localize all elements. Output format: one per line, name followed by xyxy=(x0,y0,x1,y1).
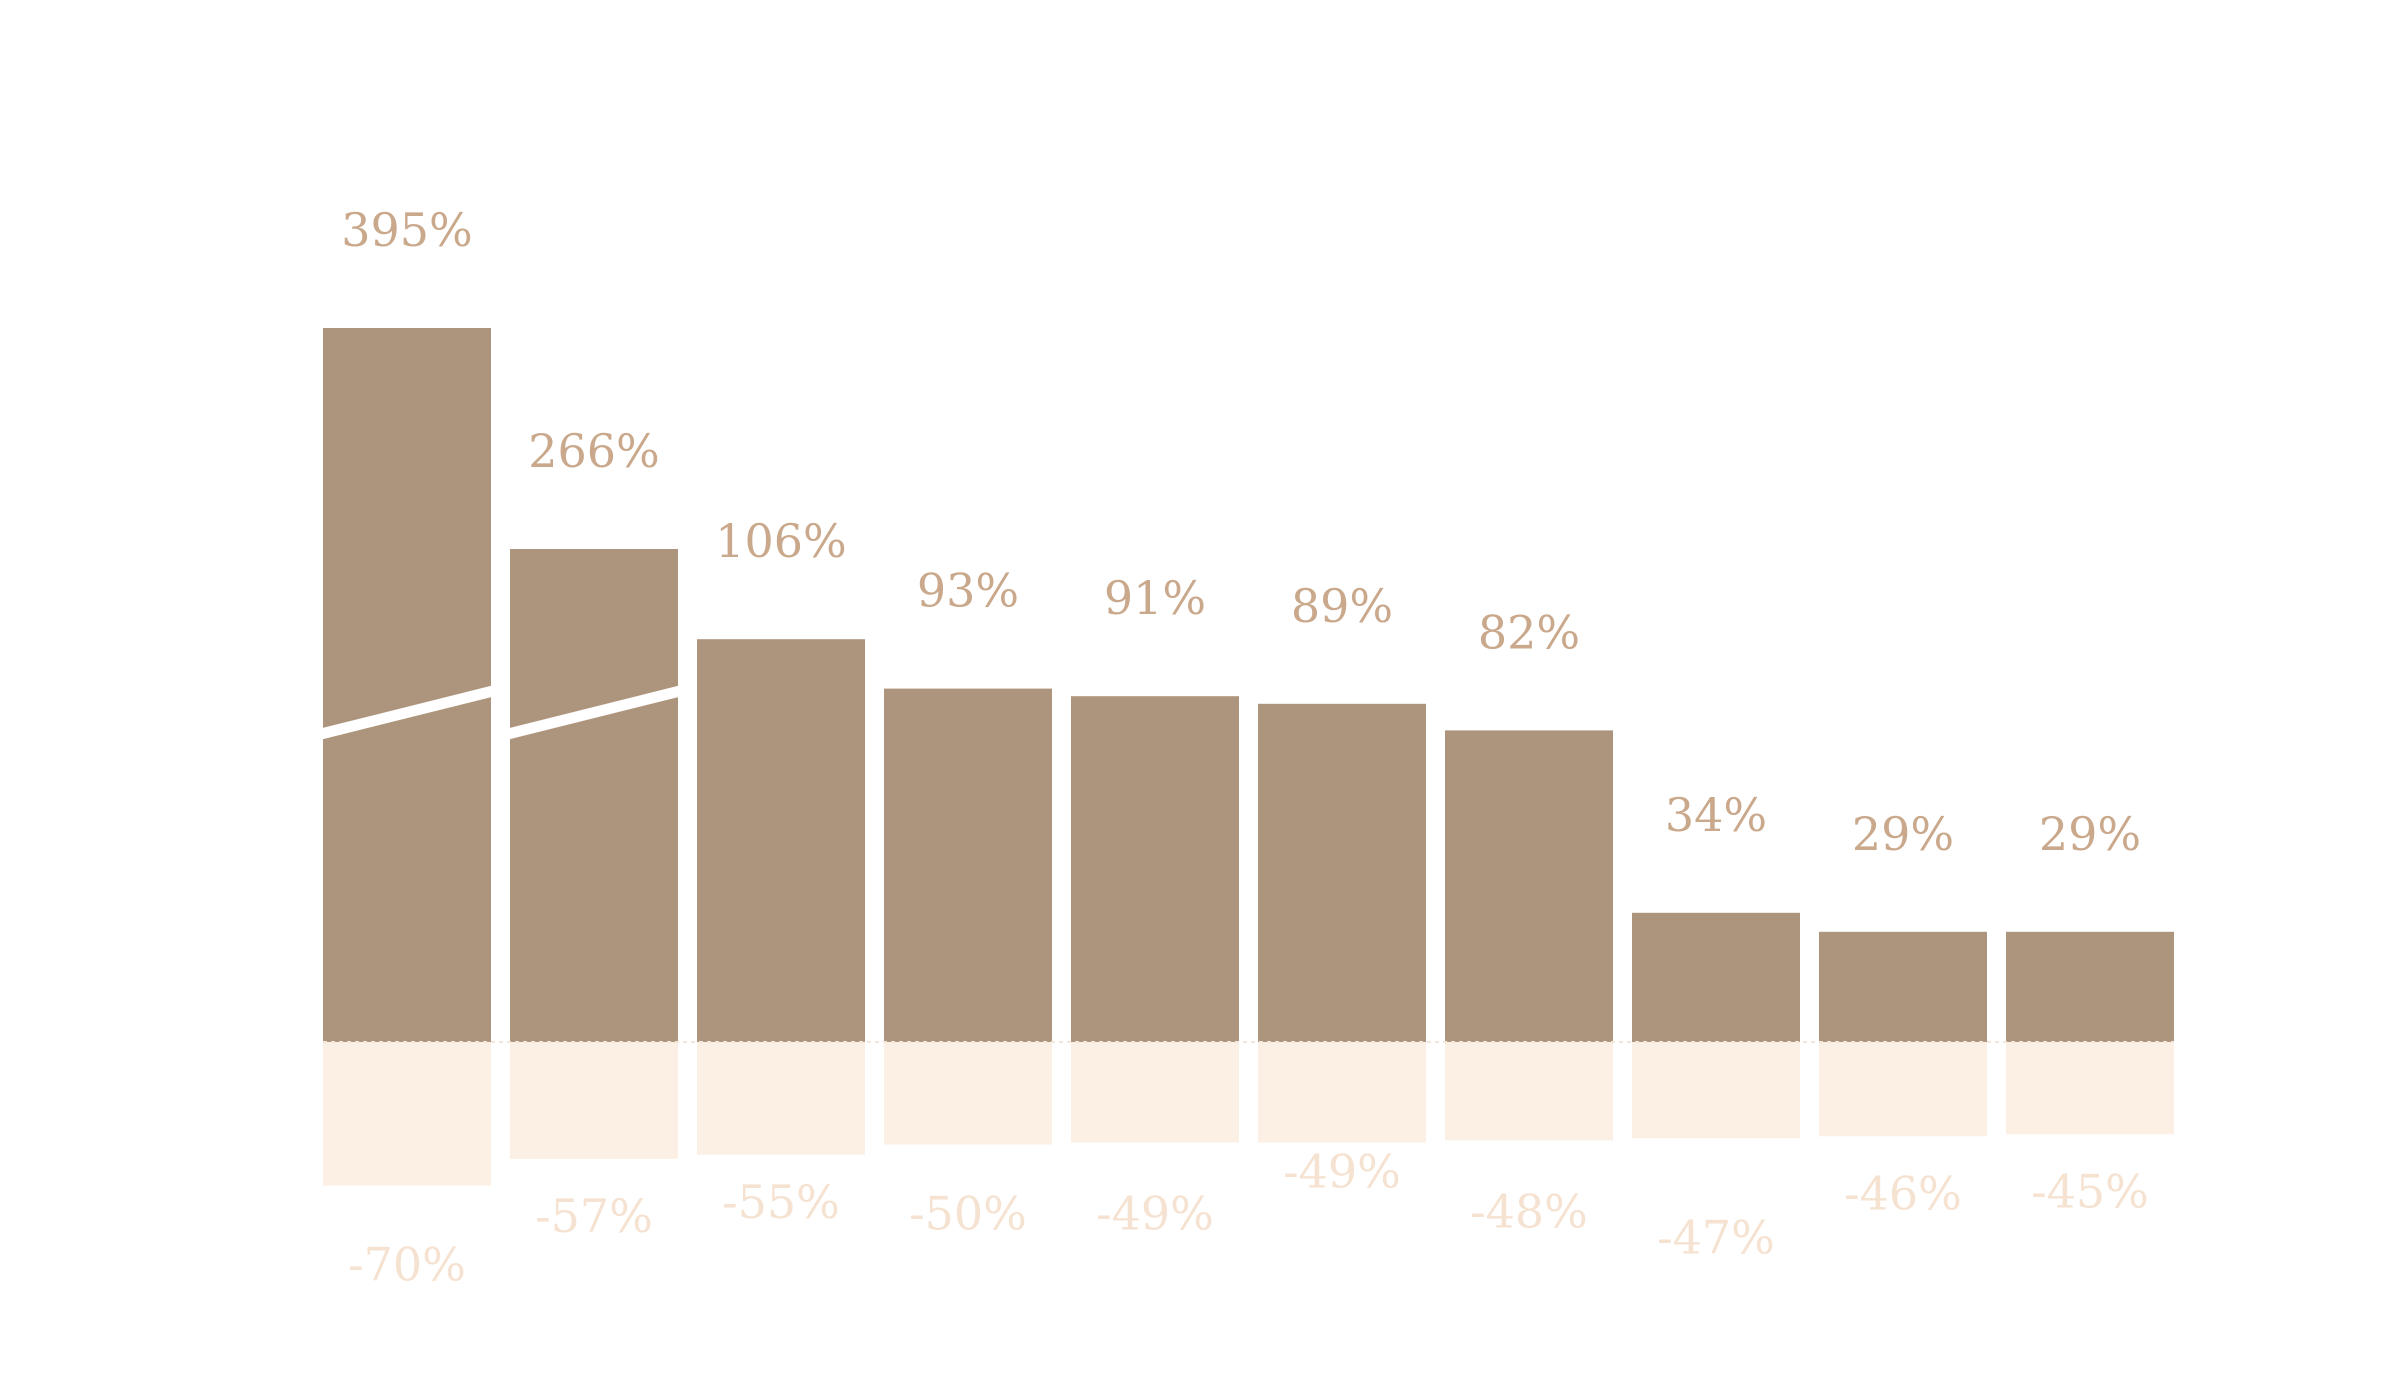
axis-break-mark xyxy=(315,684,499,741)
data-label-negative: -45% xyxy=(2031,1164,2149,1218)
bar-negative xyxy=(1819,1042,1987,1137)
data-label-positive: 91% xyxy=(1104,571,1206,625)
data-label-negative: -57% xyxy=(535,1189,653,1243)
bar-negative xyxy=(1071,1042,1239,1143)
bar-negative xyxy=(323,1042,491,1186)
data-label-positive: 89% xyxy=(1291,579,1393,633)
bar-positive xyxy=(323,328,491,1042)
axis-breaks xyxy=(315,684,686,741)
bar-positive xyxy=(1819,931,1987,1042)
bar-positive xyxy=(1258,703,1426,1042)
bar-negative xyxy=(884,1042,1052,1145)
data-label-negative: -48% xyxy=(1470,1184,1588,1238)
bar-negative xyxy=(1258,1042,1426,1143)
bar-negative xyxy=(1445,1042,1613,1141)
positive-labels: 395% 266% 106% 93% 91% 89% 82% 34% 29% 29% xyxy=(341,203,2141,861)
bar-negative xyxy=(1632,1042,1800,1139)
data-label-negative: -50% xyxy=(909,1187,1027,1241)
data-label-positive: 395% xyxy=(341,203,473,257)
bar-positive xyxy=(2006,931,2174,1042)
negative-labels: -70% -57% -55% -50% -49% -49% -48% -47% -46% -45% xyxy=(348,1144,2149,1291)
bar-positive xyxy=(510,549,678,1042)
bar-positive xyxy=(1071,696,1239,1042)
data-label-positive: 82% xyxy=(1478,605,1580,659)
bar-positive xyxy=(884,688,1052,1042)
data-label-negative: -49% xyxy=(1283,1144,1401,1198)
bar-positive xyxy=(697,639,865,1042)
data-label-negative: -55% xyxy=(722,1175,840,1229)
bar-negative xyxy=(697,1042,865,1155)
data-label-negative: -49% xyxy=(1096,1186,1214,1240)
data-label-negative: -70% xyxy=(348,1238,466,1292)
bar-negative xyxy=(510,1042,678,1159)
bar-positive xyxy=(1445,730,1613,1042)
data-label-negative: -46% xyxy=(1844,1166,1962,1220)
data-label-positive: 29% xyxy=(1852,807,1954,861)
data-label-positive: 106% xyxy=(715,514,847,568)
axis-break-mark xyxy=(502,684,686,741)
data-label-positive: 93% xyxy=(917,564,1019,618)
positive-bars xyxy=(323,328,2174,1042)
data-label-positive: 29% xyxy=(2039,807,2141,861)
bar-positive xyxy=(1632,912,1800,1042)
bar-negative xyxy=(2006,1042,2174,1135)
negative-bars xyxy=(323,1042,2174,1186)
data-label-negative: -47% xyxy=(1657,1210,1775,1264)
data-label-positive: 34% xyxy=(1665,788,1767,842)
data-label-positive: 266% xyxy=(528,424,660,478)
